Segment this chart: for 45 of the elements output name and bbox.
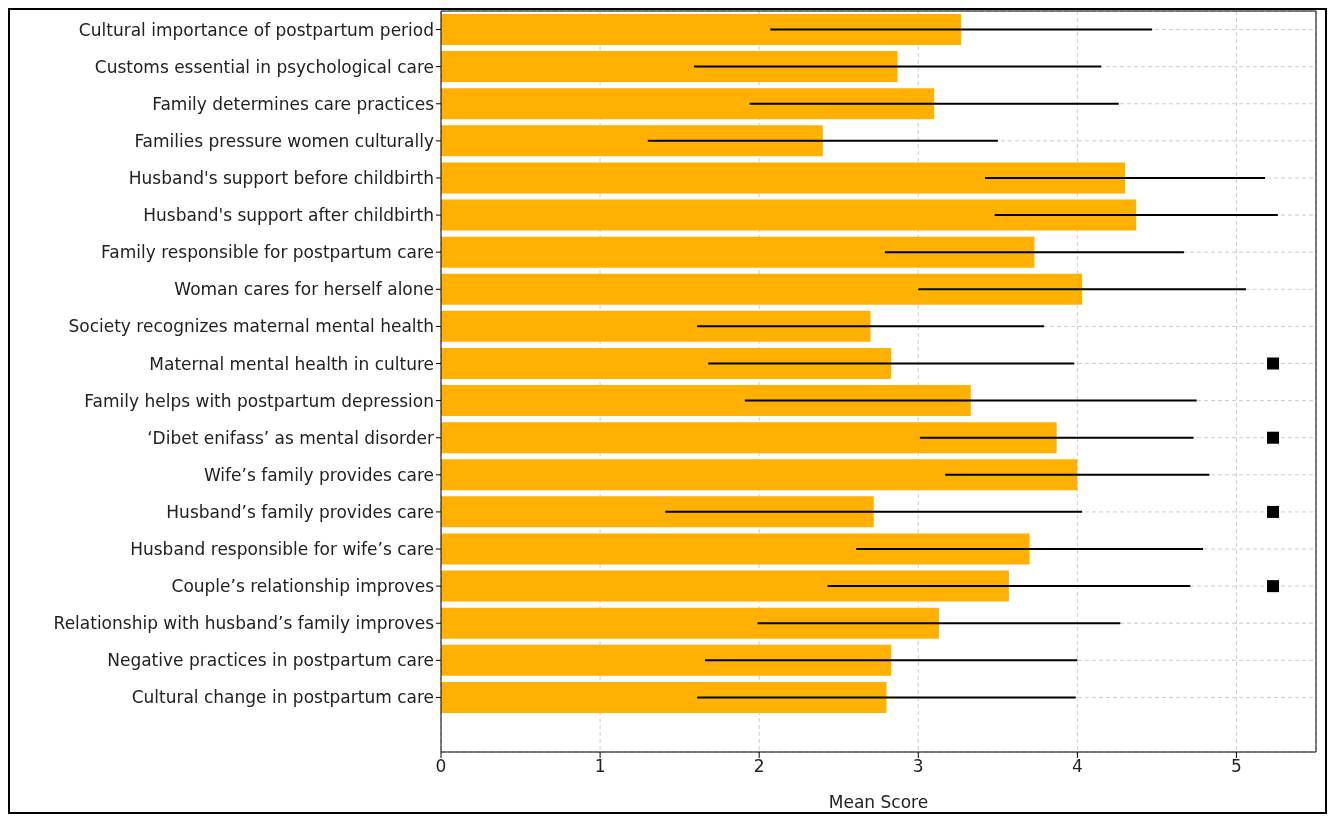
y-tick-label: ‘Dibet enifass’ as mental disorder [147,427,434,448]
y-tick-label: Family responsible for postpartum care [101,242,434,263]
y-tick-label: Maternal mental health in culture [149,353,434,374]
bar [441,347,892,379]
y-tick-label: Family determines care practices [152,93,435,114]
x-tick-label: 3 [912,756,924,777]
y-tick-label: Relationship with husband’s family improves [53,613,435,634]
y-tick-label: Husband responsible for wife’s care [130,539,434,560]
y-tick-label: Husband’s family provides care [166,501,434,522]
bar [441,199,1137,231]
bar [441,162,1126,194]
y-tick-label: Family helps with postpartum depression [84,390,434,411]
bar [441,681,887,713]
y-tick-label: Customs essential in psychological care [94,56,434,77]
x-tick-label: 4 [1071,756,1083,777]
bar [441,607,939,639]
x-tick-label: 1 [594,756,606,777]
bar [441,14,962,45]
bar [441,533,1030,565]
bar [441,496,874,528]
x-axis-title: Mean Score [828,792,929,812]
y-tick-label: Society recognizes maternal mental health [68,316,434,337]
bar [441,644,892,676]
bar [441,422,1057,454]
y-tick-label: Couple’s relationship improves [171,576,435,597]
y-tick-label: Woman cares for herself alone [174,279,434,300]
bar [441,570,1009,602]
bar [441,310,871,342]
x-tick-label: 2 [753,756,765,777]
x-tick-label: 5 [1231,756,1242,777]
x-tick-label: 0 [435,756,447,777]
bar [441,125,823,157]
y-tick-label: Husband's support before childbirth [128,168,434,189]
bar [441,51,898,83]
bar [441,385,971,417]
y-tick-label: Husband's support after childbirth [143,205,434,226]
y-tick-label: Wife’s family provides care [203,464,434,485]
y-tick-label: Cultural change in postpartum care [131,687,434,708]
y-tick-label: Cultural importance of postpartum period [78,19,434,40]
y-tick-label: Families pressure women culturally [134,130,434,151]
bar [441,236,1035,268]
y-tick-label: Negative practices in postpartum care [107,650,434,671]
bar [441,459,1078,491]
bar [441,273,1083,305]
bar [441,88,935,120]
